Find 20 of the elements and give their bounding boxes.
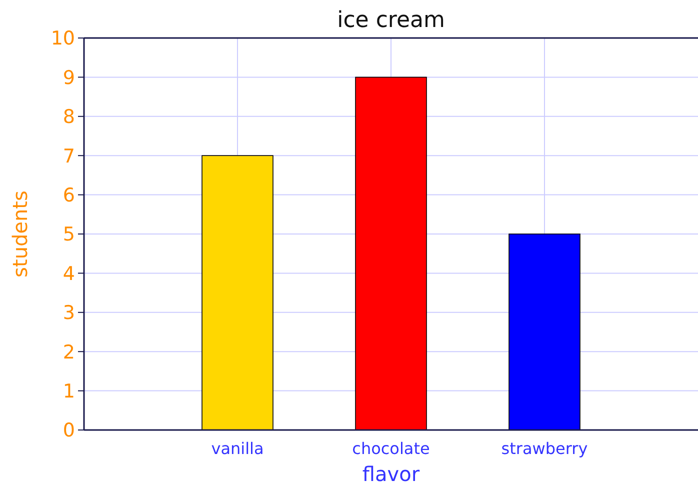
y-tick-label: 2 [62,341,75,364]
y-tick-label: 6 [62,184,75,206]
y-tick-label: 8 [62,106,75,128]
x-tick-label: chocolate [352,439,430,458]
x-tick-label: strawberry [501,439,588,458]
x-tick-label: vanilla [211,439,264,458]
bar [508,234,580,430]
y-tick-label: 3 [62,302,75,324]
y-tick-label: 10 [50,28,75,50]
bar [355,76,427,430]
y-tick-label: 9 [62,66,75,89]
y-tick-label: 7 [62,145,75,168]
y-axis-title: students [8,190,32,278]
y-tick-label: 4 [62,262,75,285]
bar [202,155,274,430]
chart-title: ice cream [337,8,445,33]
y-tick-label: 1 [62,380,75,402]
x-axis-title: flavor [362,462,420,486]
y-tick-label: 0 [62,420,75,442]
y-tick-label: 5 [62,224,75,246]
